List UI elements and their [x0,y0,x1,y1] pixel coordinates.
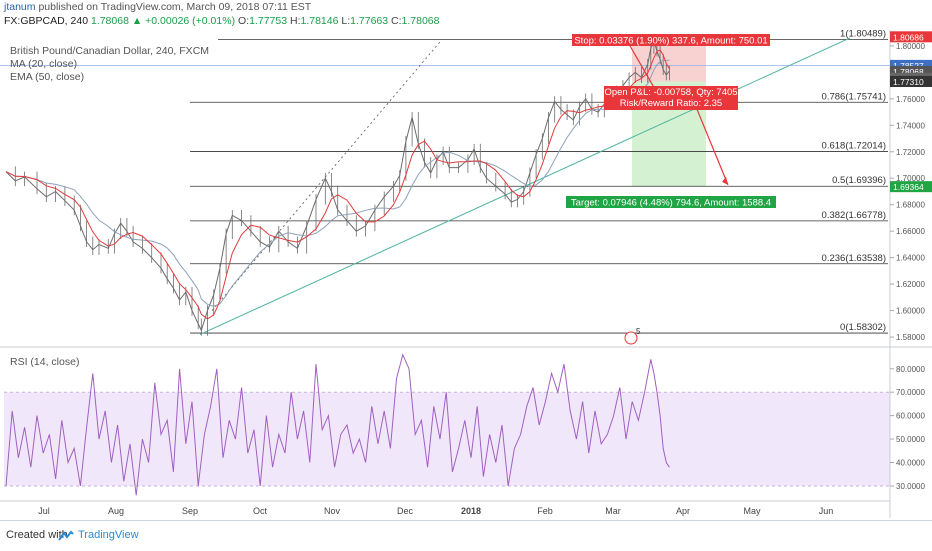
price-tick-label: 1.72000 [896,148,925,157]
price-tick-label: 1.70000 [896,174,925,183]
time-tick-label: Mar [605,506,621,516]
close-label: C: [391,15,402,27]
created-with-label: Created with [6,529,68,541]
time-tick-label: Dec [397,506,414,516]
high-label: H: [289,15,301,27]
fib-level-label: 0.786(1.75741) [822,91,886,102]
tradingview-brand[interactable]: TradingView [78,529,139,541]
open-label: O: [238,15,250,27]
price-tag-label: 1.69364 [893,182,924,192]
price-tick-label: 1.80000 [896,42,925,51]
low-label: L: [341,15,351,27]
price-tag-box [890,75,932,87]
pnl-box [604,86,738,110]
open-value: 1.77753 [249,15,288,27]
event-badge-count: 5 [636,327,641,336]
price-tick-label: 1.66000 [896,227,925,236]
price-tick-label: 1.64000 [896,254,925,263]
time-tick-label: May [743,506,761,516]
ma-legend[interactable]: MA (20, close) [10,58,78,70]
price-tag-label: 1.78068 [893,67,924,77]
fib-level-label: 0(1.58302) [840,322,886,333]
time-tick-label: Apr [676,506,690,516]
time-tick-label: Sep [182,506,198,516]
author-link[interactable]: jtanum [4,1,36,13]
symbol-label[interactable]: FX:GBPCAD, 240 [4,15,89,27]
arrow-head-icon [722,176,728,185]
change-arrow-icon: ▲ [131,15,143,27]
price-tag-label: 1.78527 [893,61,924,71]
time-tick-label: Oct [253,506,268,516]
stop-label-box [572,34,770,46]
rr-label: Risk/Reward Ratio: 2.35 [620,98,722,109]
fib-level-label: 0.5(1.69396) [832,175,886,186]
rsi-tick-label: 70.0000 [896,388,925,397]
publish-header: jtanum published on TradingView.com, Mar… [0,0,932,14]
price-tag-box [890,59,932,71]
close-value: 1.78068 [401,15,440,27]
fib-level-label: 0.382(1.66778) [822,210,886,221]
footer: Created with TradingView [0,520,932,551]
stop-label: Stop: 0.03376 (1.90%) 337.6, Amount: 750… [574,36,767,47]
tradingview-logo-icon [58,530,74,541]
rsi-tick-label: 40.0000 [896,459,925,468]
ema-legend[interactable]: EMA (50, close) [10,71,85,83]
time-tick-label: 2018 [461,506,481,516]
ma-line [5,49,670,320]
quote-bar: FX:GBPCAD, 240 1.78068 ▲ +0.00026 (+0.01… [0,14,932,29]
price-tag-box [890,31,932,43]
last-price: 1.78068 [90,15,129,27]
fib-level-label: 0.618(1.72014) [822,141,886,152]
price-tick-label: 1.76000 [896,95,925,104]
price-tag-label: 1.77310 [893,77,924,87]
rsi-tick-label: 50.0000 [896,435,925,444]
rsi-tick-label: 80.0000 [896,365,925,374]
time-tick-label: Feb [537,506,553,516]
price-tick-label: 1.58000 [896,333,925,342]
rsi-line [5,353,670,496]
price-line [5,39,670,332]
price-change: +0.00026 (+0.01%) [145,15,236,27]
price-tick-label: 1.74000 [896,121,925,130]
price-tick-label: 1.62000 [896,280,925,289]
channel-line [211,41,441,311]
time-tick-label: Aug [108,506,124,516]
publish-info: published on TradingView.com, March 09, … [38,1,312,13]
fib-level-label: 1(1.80489) [840,28,886,39]
price-tick-label: 1.60000 [896,307,925,316]
price-chart[interactable]: 1(1.80489) 0.786(1.75741) 0.618(1.72014) 0.… [0,0,932,520]
rsi-tick-label: 60.0000 [896,412,925,421]
target-label: Target: 0.07946 (4.48%) 794.6, Amount: 1… [571,198,771,209]
price-tick-label: 1.68000 [896,201,925,210]
time-tick-label: Jul [38,506,50,516]
chart-title: British Pound/Canadian Dollar, 240, FXCM [10,45,210,57]
price-tag-box [890,181,932,193]
fib-level-label: 0.236(1.63538) [822,253,886,264]
price-tag-label: 1.80686 [893,32,924,42]
pnl-label: Open P&L: -0.00758, Qty: 7405 [604,87,737,98]
time-tick-label: Jun [819,506,834,516]
event-badge-icon [624,331,638,345]
low-value: 1.77663 [350,15,389,27]
high-value: 1.78146 [300,15,339,27]
time-tick-label: Nov [324,506,341,516]
rsi-tick-label: 30.0000 [896,482,925,491]
rsi-legend[interactable]: RSI (14, close) [10,356,80,368]
ema-line [5,59,670,307]
price-tag-box [890,65,932,77]
target-label-box [566,196,776,208]
